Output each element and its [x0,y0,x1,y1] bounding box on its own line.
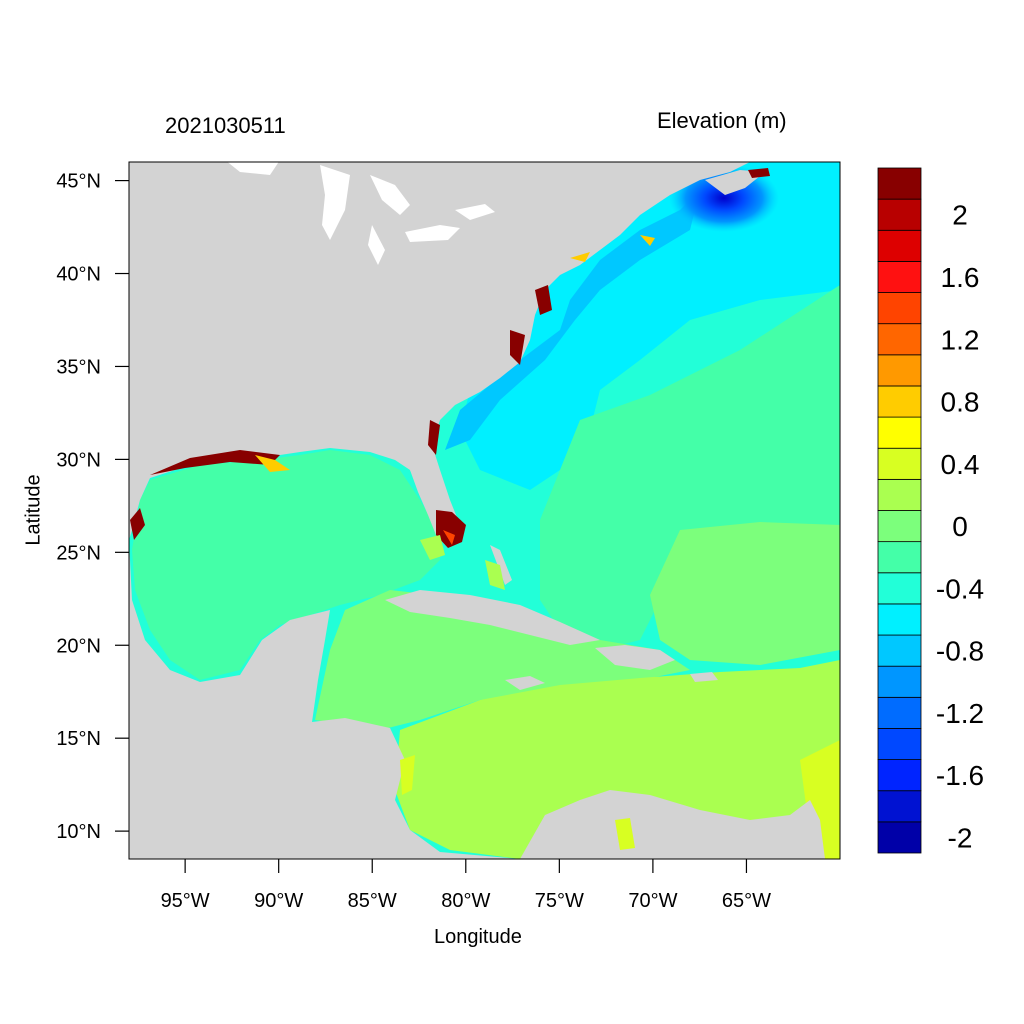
colorbar-label: 0.4 [941,449,980,480]
colorbar-label: 1.2 [941,324,980,355]
east-atlantic-green [650,522,840,665]
lakes [227,162,495,265]
colorbar-box [877,292,922,325]
lon-tick-label: 85°W [348,890,397,912]
variable-label: Elevation (m) [657,108,787,133]
colorbar-box [877,167,922,200]
gulf-of-mexico [132,450,440,680]
colorbar-box [877,229,922,262]
colorbar-box [877,541,922,574]
lat-tick-label: 20°N [56,635,101,657]
lat-tick-label: 40°N [56,264,101,286]
colorbar-box [877,261,922,293]
colorbar-box [877,510,922,543]
lon-tick-label: 70°W [628,890,677,912]
north-atlantic-cyan [460,162,840,490]
colorbar-label: -2 [948,822,973,853]
latitude-ticks: 45°N 40°N 35°N 30°N 25°N 20°N 15°N 10°N [56,171,129,843]
colorbar-box [877,385,922,418]
colorbar-label: 0 [952,511,968,542]
colorbar-box [877,665,922,698]
colorbar-box [877,821,922,854]
longitude-ticks: 95°W 90°W 85°W 80°W 75°W 70°W 65°W [161,859,771,912]
colorbar-box [877,354,922,387]
lon-tick-label: 95°W [161,890,210,912]
colorbar-label: 2 [952,200,968,231]
colorbar-box [877,634,922,667]
lat-tick-label: 45°N [56,171,101,193]
land [129,162,825,859]
colorbar-label: -1.2 [936,698,984,729]
colorbar-box [877,416,922,449]
colorbar-label: -0.8 [936,636,984,667]
central-atlantic-green [540,285,840,650]
colorbar-label: -1.6 [936,760,984,791]
date-label: 2021030511 [165,113,286,138]
caribbean-sea [315,590,690,730]
lat-tick-label: 15°N [56,728,101,750]
south-caribbean [395,660,840,859]
colorbar-box [877,603,922,636]
colorbar-box [877,572,922,605]
colorbar-box [877,323,922,356]
lon-tick-label: 75°W [535,890,584,912]
colorbar-box [877,728,922,760]
colorbar-label: -0.4 [936,573,984,604]
lat-tick-label: 30°N [56,449,101,471]
colorbar-box [877,759,922,792]
colorbar-label: 1.6 [941,262,980,293]
colorbar: 2 1.6 1.2 0.8 0.4 0 -0.4 -0.8 -1.2 -1.6 -2 [877,167,984,854]
lat-tick-label: 10°N [56,821,101,843]
x-axis-label: Longitude [434,926,522,948]
map-area [129,162,840,859]
lat-tick-label: 35°N [56,356,101,378]
lat-tick-label: 25°N [56,542,101,564]
colorbar-box [877,198,922,231]
colorbar-box [877,447,922,480]
colorbar-box [877,478,922,511]
lon-tick-label: 65°W [722,890,771,912]
shelf-blue [445,190,700,450]
map-frame [128,161,841,860]
coastal-surge [130,168,770,850]
colorbar-box [877,696,922,729]
colorbar-label: 0.8 [941,387,980,418]
lon-tick-label: 80°W [441,890,490,912]
colorbar-box [877,790,922,823]
lon-tick-label: 90°W [254,890,303,912]
